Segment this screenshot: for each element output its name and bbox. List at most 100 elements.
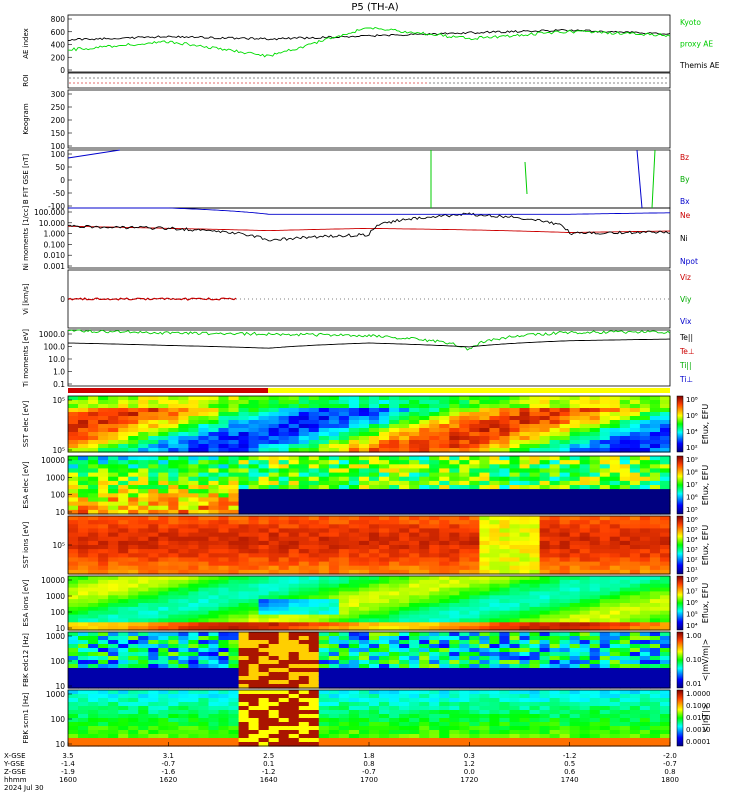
spectrogram-cell	[429, 536, 440, 542]
spectrogram-cell	[218, 436, 230, 441]
colorbar-tick-label: 10⁸	[686, 576, 698, 584]
spectrogram-cell	[609, 614, 621, 620]
spectrogram-cell	[599, 565, 611, 571]
spectrogram-cell	[519, 428, 531, 433]
spectrogram-cell	[609, 497, 621, 503]
spectrogram-cell	[660, 444, 671, 449]
spectrogram-cell	[609, 652, 621, 657]
spectrogram-cell	[399, 610, 410, 616]
spectrogram-cell	[268, 448, 280, 453]
spectrogram-cell	[288, 606, 300, 612]
spectrogram-cell	[579, 448, 591, 453]
spectrogram-cell	[509, 432, 521, 437]
spectrogram-cell	[479, 690, 490, 695]
spectrogram-cell	[278, 553, 290, 558]
spectrogram-cell	[589, 536, 601, 542]
spectrogram-cell	[168, 396, 179, 401]
spectrogram-cell	[439, 565, 450, 571]
spectrogram-cell	[509, 404, 521, 409]
spectrogram-cell	[148, 730, 159, 735]
spectrogram-cell	[619, 618, 631, 623]
spectrogram-cell	[549, 509, 561, 515]
spectrogram-cell	[539, 549, 551, 554]
spectrogram-cell	[108, 468, 119, 474]
spectrogram-cell	[489, 652, 500, 657]
spectrogram-cell	[278, 722, 290, 727]
spectrogram-cell	[469, 408, 480, 413]
spectrogram-cell	[439, 557, 450, 563]
spectrogram-cell	[268, 698, 280, 703]
spectrogram-cell	[228, 549, 240, 554]
spectrogram-cell	[258, 424, 270, 429]
spectrogram-cell	[138, 489, 149, 494]
spectrogram-cell	[288, 436, 300, 441]
spectrogram-cell	[348, 396, 360, 401]
spectrogram-cell	[529, 412, 541, 417]
spectrogram-cell	[389, 468, 400, 474]
spectrogram-cell	[178, 505, 189, 511]
spectrogram-cell	[168, 485, 179, 490]
spectrogram-cell	[449, 569, 460, 575]
spectrogram-cell	[399, 614, 410, 620]
spectrogram-cell	[158, 432, 169, 437]
spectrogram-cell	[78, 738, 89, 743]
spectrogram-cell	[489, 606, 500, 612]
spectrogram-cell	[429, 652, 440, 657]
spectrogram-cell	[569, 606, 581, 612]
spectrogram-cell	[369, 576, 380, 581]
spectrogram-cell	[78, 416, 89, 421]
spectrogram-cell	[88, 448, 99, 453]
spectrogram-cell	[348, 476, 360, 482]
spectrogram-cell	[429, 591, 440, 596]
spectrogram-cell	[409, 565, 420, 571]
spectrogram-cell	[308, 480, 320, 486]
spectrogram-cell	[258, 489, 270, 494]
spectrogram-cell	[88, 668, 99, 673]
spectrogram-cell	[208, 603, 220, 608]
spectrogram-cell	[469, 684, 480, 689]
spectrogram-cell	[429, 698, 440, 703]
spectrogram-cell	[629, 626, 641, 631]
spectrogram-cell	[108, 576, 119, 581]
spectrogram-cell	[348, 456, 360, 461]
spectrogram-cell	[318, 676, 330, 681]
spectrogram-cell	[469, 404, 480, 409]
spectrogram-cell	[389, 640, 400, 645]
spectrogram-cell	[589, 640, 601, 645]
spectrogram-cell	[68, 528, 79, 534]
spectrogram-cell	[188, 684, 199, 689]
spectrogram-cell	[278, 656, 290, 661]
spectrogram-cell	[168, 632, 179, 637]
spectrogram-cell	[559, 676, 571, 681]
spectrogram-cell	[519, 622, 531, 627]
spectrogram-cell	[268, 489, 280, 494]
spectrogram-cell	[118, 536, 129, 542]
spectrogram-cell	[88, 557, 99, 563]
spectrogram-cell	[429, 587, 440, 593]
spectrogram-cell	[459, 493, 470, 498]
spectrogram-cell	[369, 416, 380, 421]
spectrogram-cell	[389, 489, 400, 494]
spectrogram-cell	[178, 460, 189, 465]
spectrogram-cell	[228, 648, 240, 653]
spectrogram-cell	[318, 730, 330, 735]
spectrogram-cell	[258, 710, 270, 715]
spectrogram-cell	[569, 468, 581, 474]
spectrogram-cell	[308, 690, 320, 695]
spectrogram-cell	[489, 698, 500, 703]
spectrogram-cell	[308, 428, 320, 433]
spectrogram-cell	[419, 501, 430, 507]
spectrogram-cell	[369, 524, 380, 529]
spectrogram-cell	[589, 497, 601, 503]
spectrogram-cell	[660, 416, 671, 421]
spectrogram-cell	[469, 501, 480, 507]
spectrogram-cell	[348, 622, 360, 627]
spectrogram-cell	[449, 460, 460, 465]
spectrogram-cell	[238, 468, 250, 474]
spectrogram-cell	[589, 595, 601, 600]
spectrogram-cell	[148, 497, 159, 503]
y-tick-label: 1.0	[53, 368, 65, 377]
spectrogram-cell	[158, 456, 169, 461]
spectrogram-cell	[379, 698, 390, 703]
spectrogram-cell	[218, 583, 230, 589]
